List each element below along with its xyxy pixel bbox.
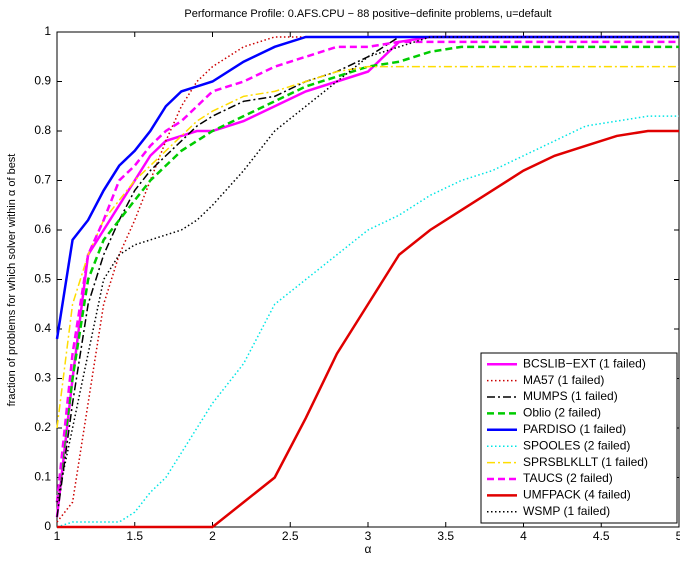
legend-label: TAUCS (2 failed) (523, 471, 613, 485)
legend-label: MA57 (1 failed) (523, 373, 604, 387)
legend-label: BCSLIB−EXT (1 failed) (523, 356, 646, 370)
x-tick-label: 1 (54, 529, 61, 543)
y-tick-label: 0.7 (34, 173, 51, 187)
series-line (55, 45, 679, 503)
series-line (56, 115, 679, 528)
y-axis-label: fraction of problems for which solver wi… (6, 154, 18, 407)
y-tick-label: 0.2 (34, 420, 51, 434)
series-line (57, 129, 679, 529)
y-tick-label: 0.5 (34, 272, 51, 286)
x-tick-label: 3.5 (437, 529, 454, 543)
y-tick-label: 0 (44, 519, 51, 533)
y-tick-label: 0.4 (34, 321, 51, 335)
x-axis-label: α (365, 542, 372, 556)
legend-label: WSMP (1 failed) (523, 504, 610, 518)
legend-label: PARDISO (1 failed) (523, 422, 626, 436)
legend-label: UMFPACK (4 failed) (523, 488, 631, 502)
series-line (55, 40, 679, 503)
x-tick-label: 1.5 (126, 529, 143, 543)
chart-title: Performance Profile: 0.AFS.CPU − 88 posi… (184, 8, 551, 20)
legend-label: SPRSBLKLLT (1 failed) (523, 455, 648, 469)
x-tick-label: 4 (520, 529, 527, 543)
legend-label: Oblio (2 failed) (523, 406, 601, 420)
y-tick-label: 0.1 (34, 470, 51, 484)
y-tick-label: 0.6 (34, 222, 51, 236)
y-tick-label: 0.8 (34, 123, 51, 137)
legend-label: MUMPS (1 failed) (523, 389, 618, 403)
series-line (56, 36, 679, 503)
series-line (56, 65, 679, 429)
x-tick-label: 2.5 (282, 529, 299, 543)
y-tick-label: 0.3 (34, 371, 51, 385)
x-tick-label: 2 (209, 529, 216, 543)
x-tick-label: 4.5 (593, 529, 610, 543)
y-tick-label: 1 (44, 24, 51, 38)
x-tick-label: 3 (365, 529, 372, 543)
y-tick-label: 0.9 (34, 74, 51, 88)
x-tick-label: 5 (676, 529, 680, 543)
legend-label: SPOOLES (2 failed) (523, 438, 630, 452)
